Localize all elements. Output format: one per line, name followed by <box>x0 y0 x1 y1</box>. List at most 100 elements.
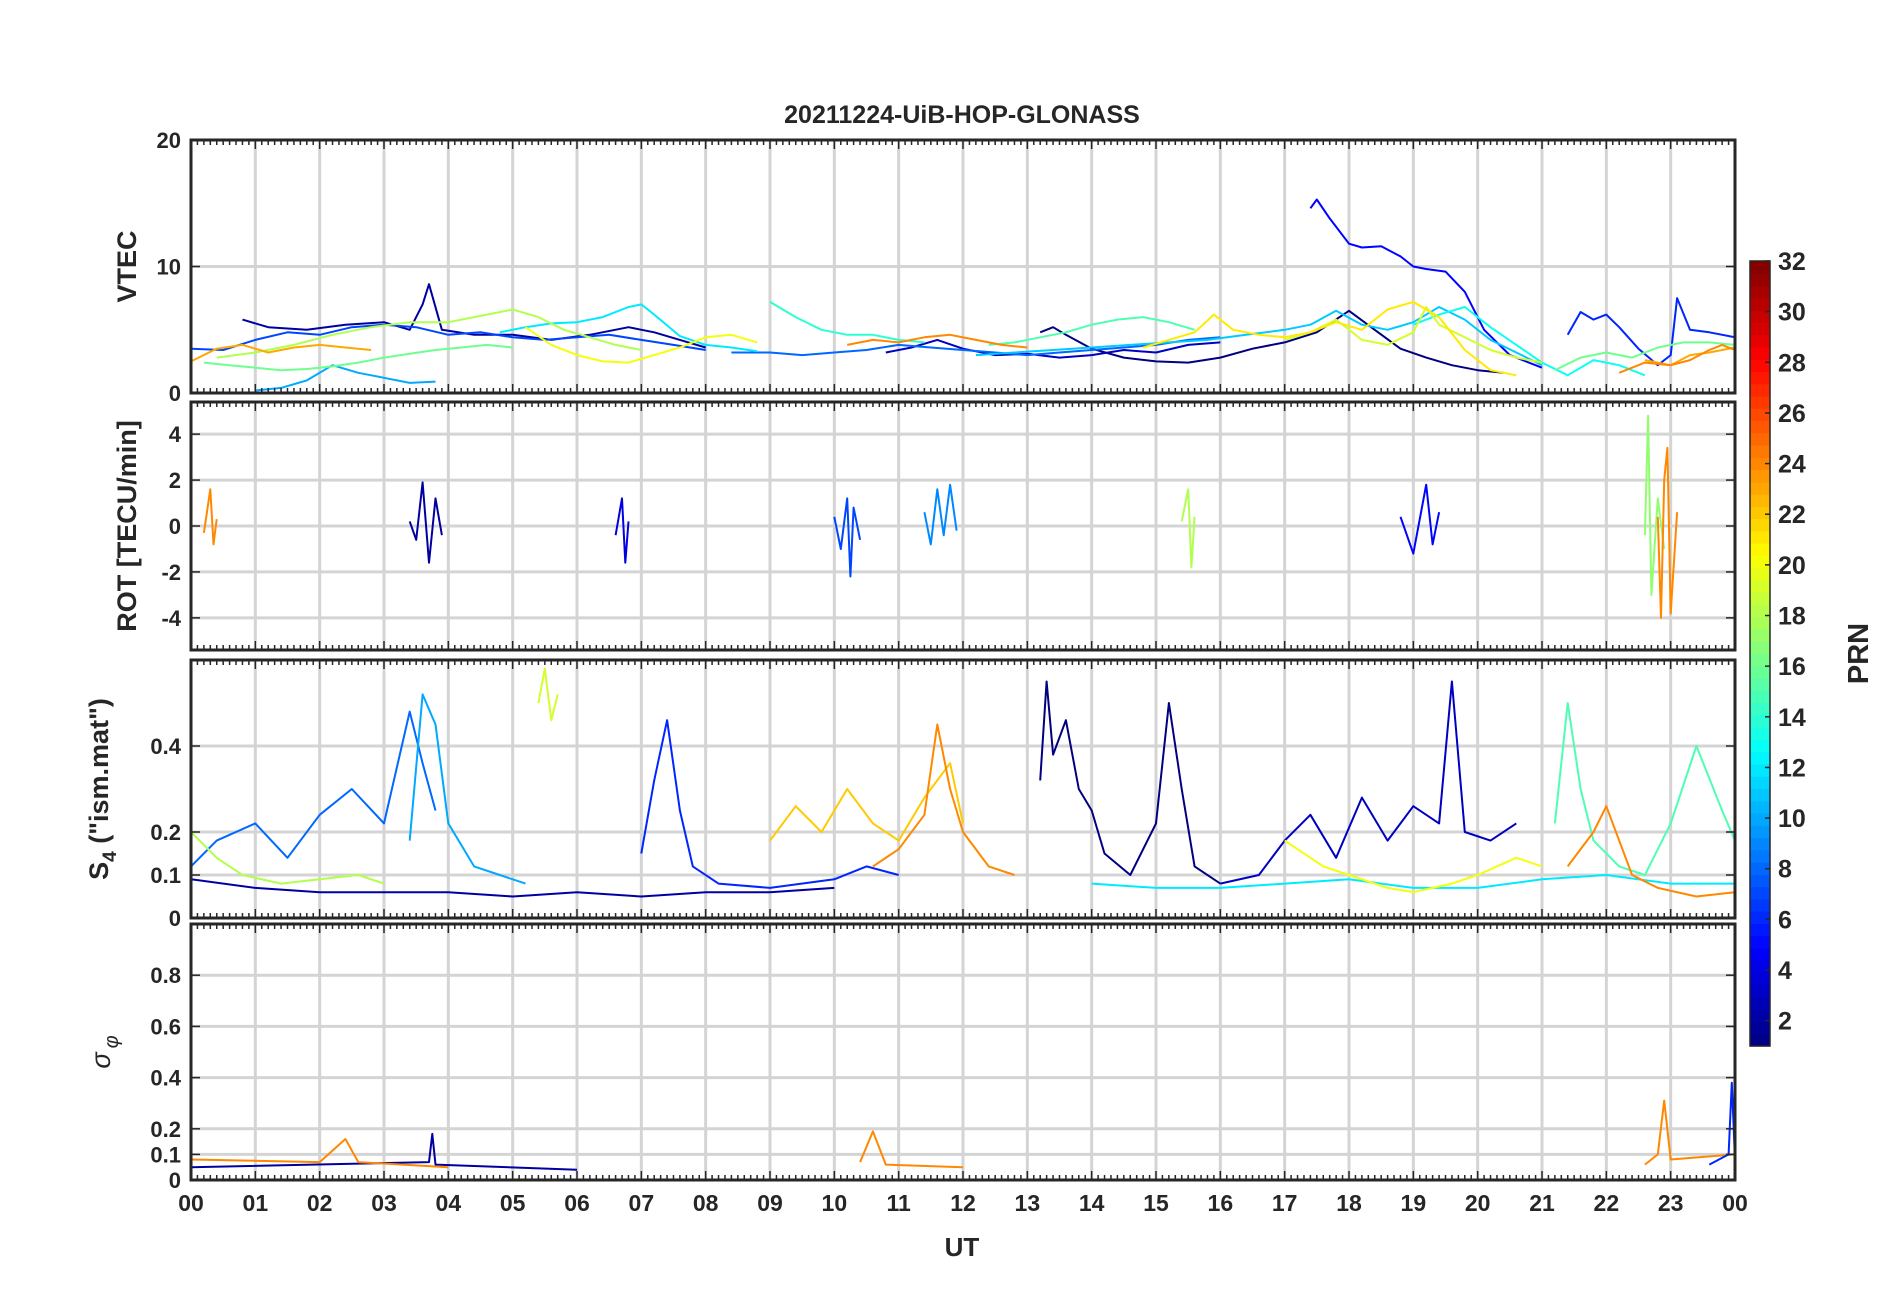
x-tick-label: 01 <box>243 1190 269 1216</box>
series-line-prn-15 <box>988 316 1195 346</box>
series-line-prn-5 <box>1399 483 1441 555</box>
y-axis-label: σφ <box>86 1035 123 1068</box>
y-tick-label: 0 <box>169 381 181 406</box>
x-tick-label: 23 <box>1658 1190 1684 1216</box>
x-tick-label: 07 <box>629 1190 655 1216</box>
colorbar-tick-label: 4 <box>1778 957 1792 985</box>
colorbar-tick-label: 14 <box>1778 704 1806 732</box>
colorbar-segment <box>1750 518 1770 532</box>
colorbar-segment <box>1750 457 1770 471</box>
colorbar-segment <box>1750 543 1770 556</box>
panel-s4: 0 0.1 0.2 0.4 S4 ("ism.mat") <box>84 658 1737 931</box>
colorbar-segment <box>1750 923 1770 937</box>
y-tick-label: 10 <box>157 255 181 280</box>
colorbar-segment <box>1750 285 1770 299</box>
x-tick-label: 10 <box>822 1190 848 1216</box>
colorbar-segment <box>1750 898 1770 912</box>
y-tick-label: 0 <box>169 1168 181 1193</box>
colorbar-segment <box>1750 530 1770 544</box>
x-tick-label: 00 <box>178 1190 204 1216</box>
y-tick-label: -4 <box>161 606 181 631</box>
y-tick-label: 0 <box>169 906 181 931</box>
colorbar-segment <box>1750 579 1770 593</box>
y-tick-label: 0.4 <box>150 1066 181 1091</box>
colorbar-segment <box>1750 788 1770 802</box>
y-tick-label: 0.6 <box>150 1014 181 1039</box>
series-line-prn-13 <box>1412 306 1646 377</box>
colorbar-segment <box>1750 800 1770 814</box>
colorbar-segment <box>1750 690 1770 704</box>
colorbar-segment <box>1750 641 1770 655</box>
colorbar-tick-label: 24 <box>1778 451 1806 479</box>
y-axis-label-tail: ("ism.mat") <box>84 698 114 851</box>
panel-frame <box>189 658 1737 920</box>
y-axis-label: S4 ("ism.mat") <box>84 698 121 880</box>
series-line-prn-18 <box>191 831 385 885</box>
series-line-prn-24 <box>1566 805 1735 898</box>
series-group <box>202 414 1679 619</box>
series-line-prn-8 <box>731 336 1221 357</box>
x-tick-label: 12 <box>950 1190 976 1216</box>
series-line-prn-24 <box>872 723 1015 876</box>
colorbar-tick-label: 18 <box>1778 603 1806 631</box>
grid <box>189 402 1737 650</box>
series-line-prn-3 <box>885 338 1221 359</box>
colorbar-segment <box>1750 678 1770 691</box>
colorbar-segment <box>1750 322 1770 336</box>
series-line-prn-6 <box>640 719 899 889</box>
colorbar-segment <box>1750 1033 1770 1047</box>
colorbar-segment <box>1750 408 1770 422</box>
colorbar-tick-label: 26 <box>1778 400 1806 428</box>
colorbar-segment <box>1750 837 1770 851</box>
series-group <box>191 667 1735 898</box>
colorbar-segment <box>1750 420 1770 434</box>
x-tick-label: 02 <box>307 1190 333 1216</box>
colorbar-segment <box>1750 947 1770 961</box>
panel-sigma: 00.10.2 0.4 0.6 0.8 σφ 00 01 02 03 04 05 06 07 08 09 10… <box>86 922 1748 1216</box>
y-tick-label: 0.2 <box>150 1117 181 1142</box>
colorbar-tick-label: 32 <box>1778 248 1806 276</box>
x-tick-label: 05 <box>500 1190 526 1216</box>
colorbar-segment <box>1750 1021 1770 1035</box>
colorbar-segment <box>1750 567 1770 581</box>
colorbar-segment <box>1750 862 1770 875</box>
y-axis-label-sub: φ <box>101 1035 123 1048</box>
colorbar-segment <box>1750 346 1770 360</box>
series-line-prn-12 <box>499 303 758 353</box>
y-tick-label: 2 <box>169 468 181 493</box>
x-tick-label: 20 <box>1465 1190 1491 1216</box>
colorbar-segment <box>1750 996 1770 1010</box>
colorbar-segment <box>1750 702 1770 716</box>
colorbar-label: PRN <box>1843 623 1875 684</box>
colorbar-segment <box>1750 481 1770 495</box>
x-tick-label: 06 <box>564 1190 590 1216</box>
series-line-prn-6 <box>1566 297 1735 367</box>
series-line-prn-16 <box>203 343 513 372</box>
colorbar-segment <box>1750 444 1770 458</box>
colorbar-segment <box>1750 935 1770 949</box>
y-tick-label: 0.1 <box>150 1142 181 1167</box>
series-line-prn-22 <box>769 762 964 842</box>
series-line-prn-19 <box>1284 306 1543 364</box>
x-tick-label: 21 <box>1529 1190 1555 1216</box>
colorbar-segment <box>1750 751 1770 765</box>
series-line-prn-24 <box>1656 446 1679 619</box>
colorbar-segment <box>1750 714 1770 728</box>
colorbar-tick-label: 20 <box>1778 552 1806 580</box>
colorbar-segment <box>1750 776 1770 790</box>
x-tick-label: 09 <box>757 1190 783 1216</box>
x-tick-label: 16 <box>1208 1190 1234 1216</box>
colorbar-segment <box>1750 727 1770 740</box>
colorbar-segment <box>1750 297 1770 311</box>
colorbar-segment <box>1750 849 1770 863</box>
series-line-prn-7 <box>191 323 706 351</box>
series-line-prn-18 <box>1180 488 1196 569</box>
colorbar-segment <box>1750 359 1770 372</box>
colorbar-segment <box>1750 310 1770 323</box>
y-tick-label: -2 <box>161 560 181 585</box>
series-line-prn-12 <box>1091 874 1735 889</box>
colorbar-segment <box>1750 628 1770 642</box>
series-line-prn-17 <box>1643 414 1666 596</box>
